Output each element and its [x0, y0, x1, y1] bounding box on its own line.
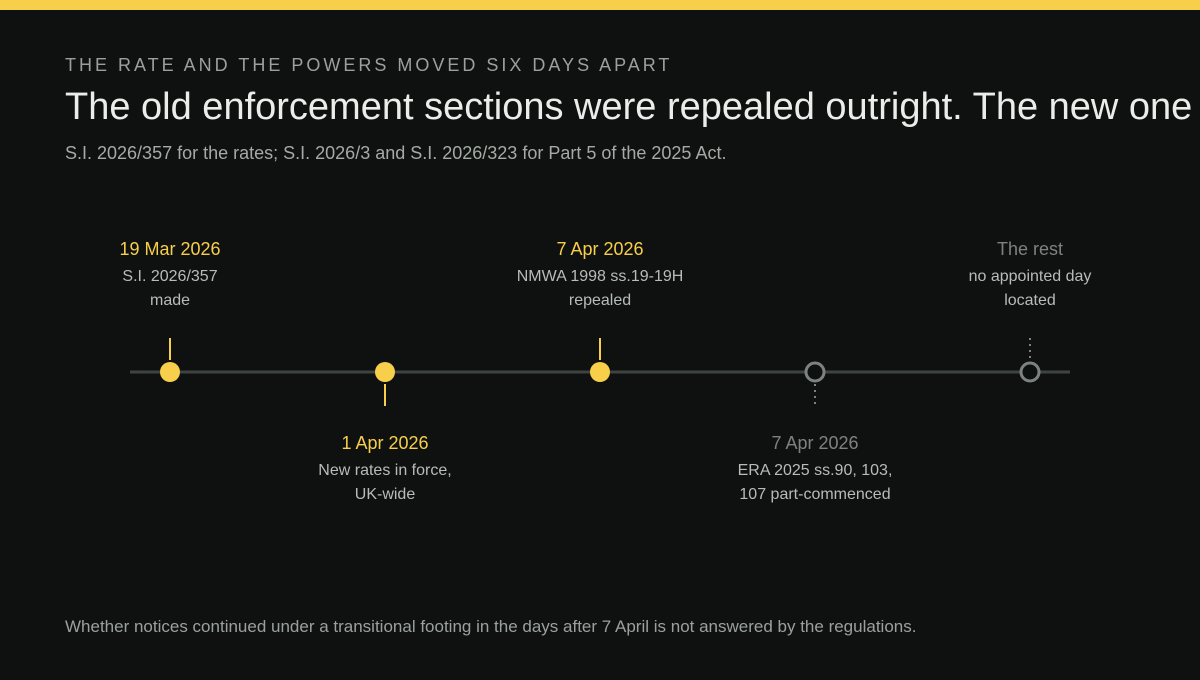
event-description: UK-wide: [354, 486, 416, 503]
event-description: ERA 2025 ss.90, 103,: [737, 462, 893, 479]
subtitle: S.I. 2026/357 for the rates; S.I. 2026/3…: [65, 143, 727, 163]
event-marker-filled: [160, 362, 180, 382]
event-marker-filled: [590, 362, 610, 382]
event-date: 7 Apr 2026: [556, 239, 644, 259]
event-label: 19 Mar 2026 S.I. 2026/357 made: [60, 238, 280, 313]
event-description: NMWA 1998 ss.19-19H: [516, 268, 684, 285]
event-description: New rates in force,: [318, 462, 452, 479]
event-description: no appointed day: [968, 268, 1092, 285]
event-marker-open: [804, 361, 826, 383]
event-date: The rest: [996, 239, 1064, 259]
footnote: Whether notices continued under a transi…: [65, 617, 917, 636]
event-label: 7 Apr 2026 ERA 2025 ss.90, 103, 107 part-c…: [705, 432, 925, 507]
accent-bar: [0, 0, 1200, 10]
event-marker-open: [1019, 361, 1041, 383]
eyebrow: THE RATE AND THE POWERS MOVED SIX DAYS A…: [65, 55, 673, 75]
event-description: made: [149, 292, 191, 309]
event-label: The rest no appointed day located: [920, 238, 1140, 313]
event-label: 1 Apr 2026 New rates in force, UK-wide: [275, 432, 495, 507]
page-title: The old enforcement sections were repeal…: [65, 86, 1193, 128]
event-description: repealed: [568, 292, 632, 309]
event-label: 7 Apr 2026 NMWA 1998 ss.19-19H repealed: [490, 238, 710, 313]
event-date: 1 Apr 2026: [341, 433, 429, 453]
event-description: 107 part-commenced: [739, 486, 891, 503]
event-description: S.I. 2026/357: [122, 268, 218, 285]
event-marker-filled: [375, 362, 395, 382]
event-description: located: [1004, 292, 1056, 309]
event-date: 19 Mar 2026: [119, 239, 221, 259]
event-date: 7 Apr 2026: [771, 433, 859, 453]
